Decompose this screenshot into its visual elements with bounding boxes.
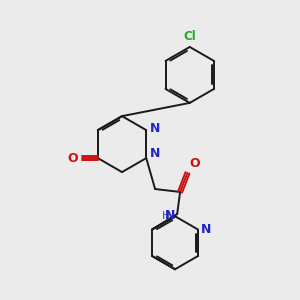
Text: N: N [165, 209, 176, 222]
Text: N: N [201, 223, 211, 236]
Text: N: N [150, 122, 160, 135]
Text: O: O [68, 152, 78, 165]
Text: N: N [150, 147, 160, 160]
Text: O: O [189, 157, 200, 170]
Text: Cl: Cl [183, 30, 196, 44]
Text: H: H [161, 211, 170, 220]
